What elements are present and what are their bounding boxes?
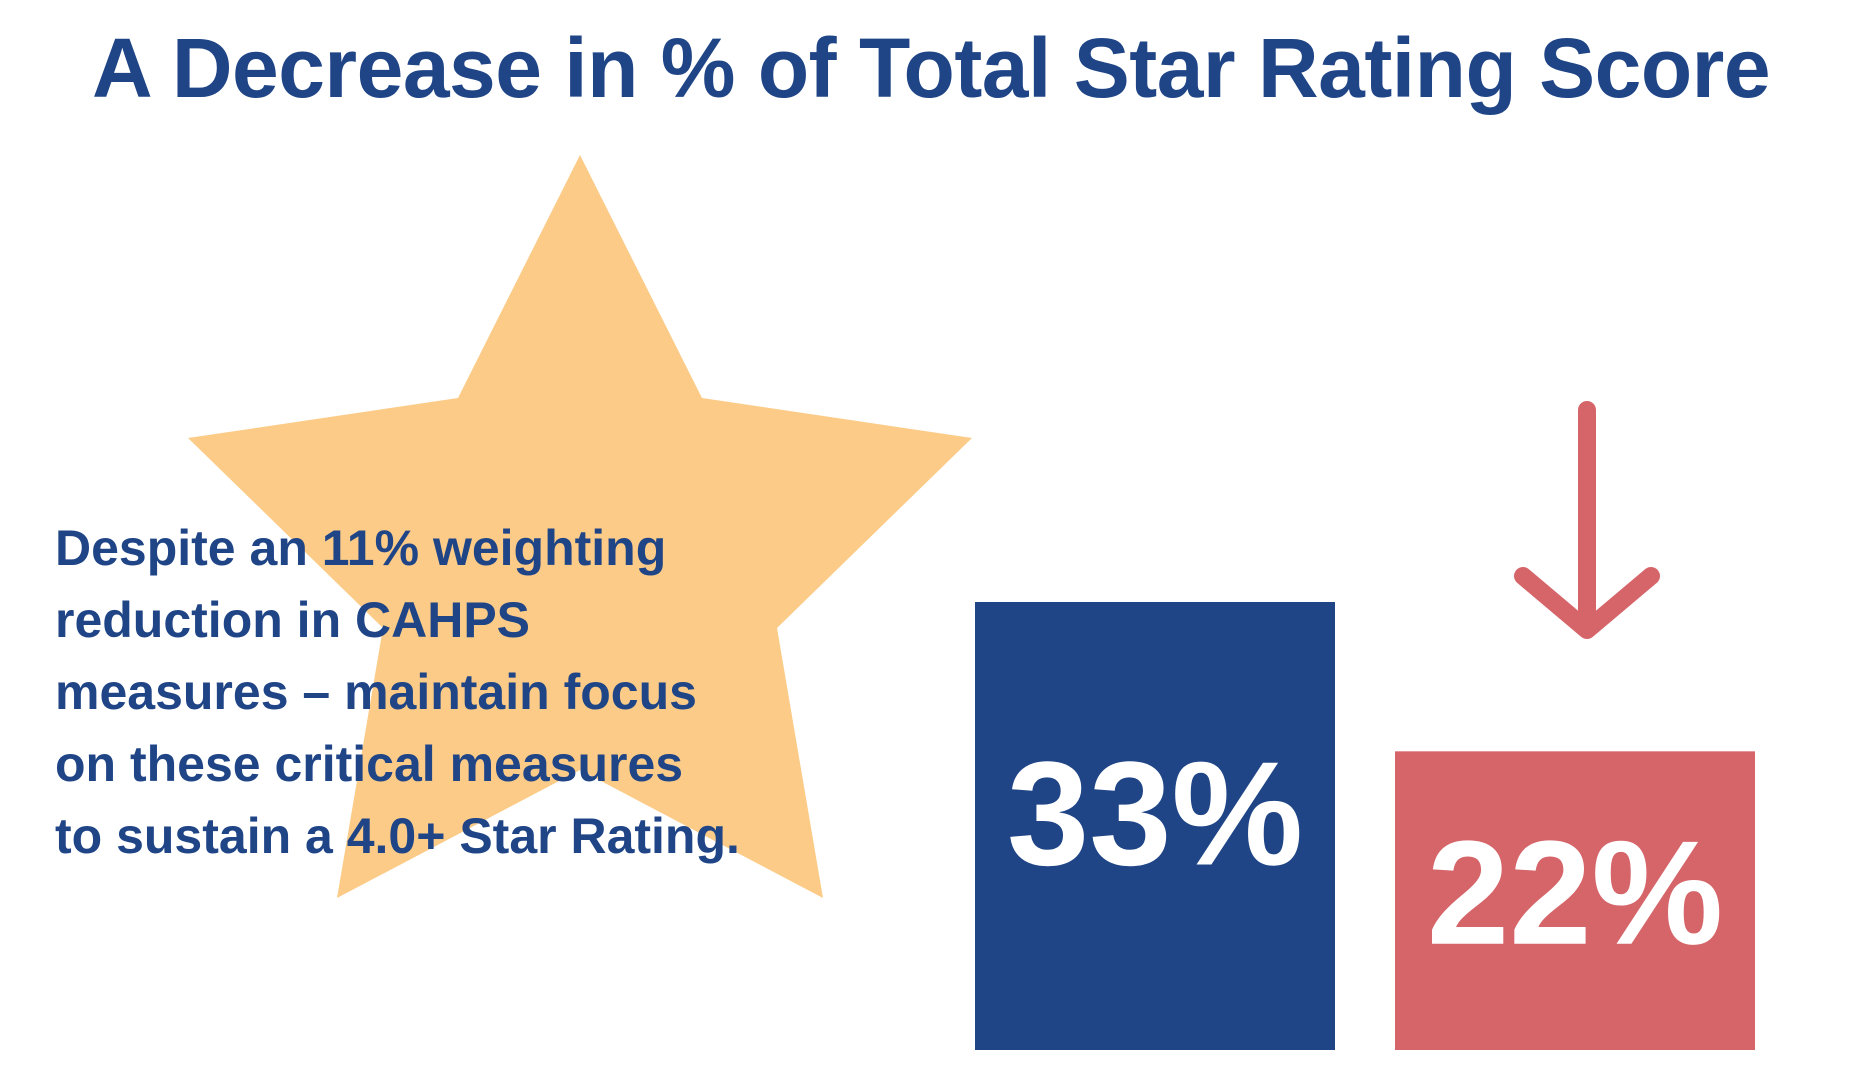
star-shape (188, 155, 972, 898)
message-line-5: to sustain a 4.0+ Star Rating. (55, 808, 740, 864)
star-polygon (188, 155, 972, 898)
message-line-1: Despite an 11% weighting (55, 520, 667, 576)
bar-before-value-label: 33% (1007, 732, 1303, 897)
bar-after-value-label: 22% (1427, 811, 1723, 976)
message-line-2: reduction in CAHPS (55, 592, 531, 648)
bar-after (1395, 751, 1755, 1050)
message-line-3: measures – maintain focus (55, 664, 697, 720)
bar-before (975, 602, 1335, 1050)
page-title: A Decrease in % of Total Star Rating Sco… (91, 21, 1771, 115)
down-arrow-icon (1514, 401, 1660, 639)
percentage-bar-chart: 33% 22% (975, 401, 1755, 1050)
message-line-4: on these critical measures (55, 736, 684, 792)
cahps-message: Despite an 11% weighting reduction in CA… (55, 512, 855, 872)
